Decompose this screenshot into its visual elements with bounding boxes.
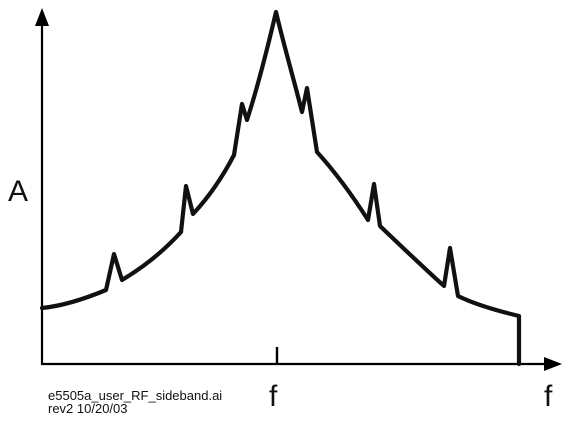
y-axis-label: A <box>8 175 28 208</box>
y-axis-arrow-icon <box>35 8 49 26</box>
center-frequency-label: f <box>269 380 278 413</box>
x-axis-label: f <box>544 380 553 413</box>
x-axis-arrow-icon <box>544 357 562 371</box>
file-caption-line-2: rev2 10/20/03 <box>48 401 128 416</box>
spectrum-envelope-curve <box>39 9 522 367</box>
file-caption-line-1: e5505a_user_RF_sideband.ai <box>48 388 222 403</box>
